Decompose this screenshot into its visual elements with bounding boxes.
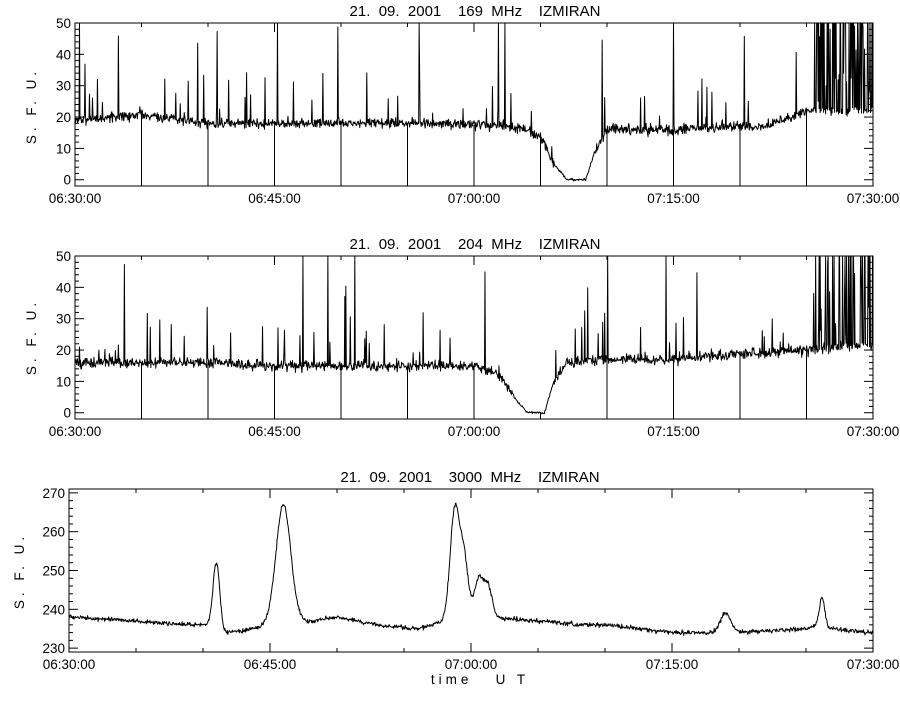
y-axis-label: S. F. U. [12,533,27,609]
panel-title: 21. 09. 2001 204 MHz IZMIRAN [350,236,601,253]
y-tick-label: 10 [56,141,71,156]
x-tick-label: 07:00:00 [448,191,501,206]
panel-title: 21. 09. 2001 3000 MHz IZMIRAN [340,469,599,486]
x-tick-label: 06:30:00 [43,657,96,672]
y-tick-label: 30 [56,79,71,94]
plot-frame [74,22,874,187]
x-tick-label: 07:15:00 [647,191,700,206]
x-tick-label: 07:30:00 [847,191,900,206]
y-tick-label: 40 [56,280,71,295]
y-tick-label: 0 [63,406,71,421]
y-tick-label: 30 [56,312,71,327]
x-tick-label: 06:30:00 [49,424,102,439]
panel-title: 21. 09. 2001 169 MHz IZMIRAN [350,3,601,20]
x-axis-label: time U T [431,672,529,687]
y-tick-label: 50 [56,249,71,264]
panel-169mhz: 21. 09. 2001 169 MHz IZMIRAN S. F. U. 0 1… [24,3,899,206]
panel-204mhz: 21. 09. 2001 204 MHz IZMIRAN S. F. U. 0 1… [24,236,899,439]
x-tick-label: 06:45:00 [248,424,301,439]
plot-frame [68,488,874,653]
x-tick-label: 07:15:00 [646,657,699,672]
x-tick-label: 07:30:00 [847,424,900,439]
x-tick-label: 07:30:00 [847,657,900,672]
y-axis-label: S. F. U. [24,299,39,375]
x-tick-label: 07:15:00 [647,424,700,439]
panel-3000mhz: 21. 09. 2001 3000 MHz IZMIRAN S. F. U. t… [12,469,899,687]
y-tick-label: 40 [56,47,71,62]
x-tick-label: 07:00:00 [445,657,498,672]
y-tick-label: 10 [56,374,71,389]
y-tick-label: 240 [42,602,65,617]
x-tick-label: 06:45:00 [248,191,301,206]
series-line [68,502,874,636]
y-tick-label: 250 [42,564,65,579]
plot-frame [74,255,874,420]
y-axis-label: S. F. U. [24,68,39,144]
y-tick-label: 0 [63,173,71,188]
y-tick-label: 20 [56,110,71,125]
y-tick-label: 20 [56,343,71,358]
y-tick-label: 50 [56,16,71,31]
y-tick-label: 270 [42,486,65,501]
x-tick-label: 07:00:00 [448,424,501,439]
y-tick-label: 260 [42,525,65,540]
x-tick-label: 06:30:00 [49,191,102,206]
y-tick-label: 230 [42,641,65,656]
x-tick-label: 06:45:00 [244,657,297,672]
